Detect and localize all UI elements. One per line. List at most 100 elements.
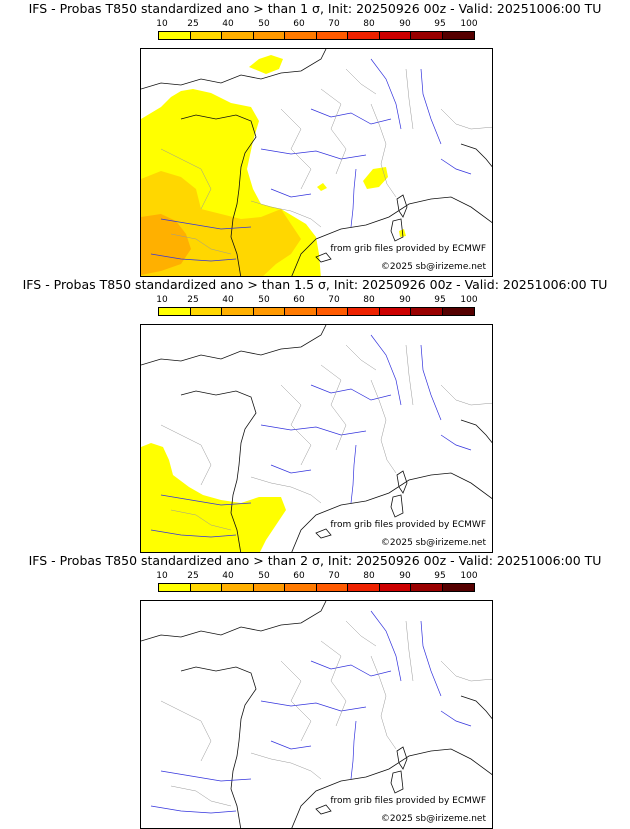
river — [150, 529, 237, 538]
border — [320, 640, 347, 727]
colorbar-segment — [222, 32, 254, 39]
border — [170, 233, 232, 255]
panel-title: IFS - Probas T850 standardized ano > tha… — [28, 1, 602, 16]
colorbar-tick-label: 25 — [187, 19, 199, 29]
border — [320, 364, 347, 451]
colorbar-tick-label: 90 — [399, 19, 411, 29]
river — [440, 434, 472, 451]
river — [370, 610, 402, 682]
colorbar-tick-label: 70 — [328, 295, 340, 305]
colorbar-tick-label: 10 — [156, 295, 168, 305]
probability-map: from grib files provided by ECMWF ©2025 … — [140, 48, 493, 277]
colorbar-tick-label: 50 — [258, 19, 270, 29]
colorbar-segment — [285, 308, 317, 315]
colorbar-tick-label: 60 — [293, 295, 305, 305]
border — [440, 108, 492, 130]
river — [350, 444, 357, 504]
credit-source: from grib files provided by ECMWF — [328, 796, 488, 807]
prob-area-yellow — [141, 443, 286, 552]
colorbar-tick-label: 25 — [187, 295, 199, 305]
coastline — [315, 528, 332, 539]
prob-area-yellow-north — [249, 55, 283, 74]
colorbar-segment — [253, 308, 285, 315]
credit-source: from grib files provided by ECMWF — [328, 520, 488, 531]
border — [440, 384, 492, 406]
panel-2sigma: IFS - Probas T850 standardized ano > tha… — [0, 552, 630, 829]
coastline — [396, 470, 408, 494]
river — [160, 218, 252, 230]
river — [150, 805, 237, 814]
border — [280, 660, 312, 742]
probability-areas — [141, 55, 406, 276]
panel-title: IFS - Probas T850 standardized ano > tha… — [28, 553, 602, 568]
panel-1-5sigma: IFS - Probas T850 standardized ano > tha… — [0, 276, 630, 553]
river — [260, 700, 367, 712]
colorbar-segment — [190, 32, 222, 39]
border — [370, 379, 397, 474]
colorbar-segment — [348, 32, 380, 39]
border — [170, 785, 232, 807]
coastline — [141, 49, 327, 90]
colorbar-tick-label: 70 — [328, 571, 340, 581]
colorbar-segment — [222, 584, 254, 591]
colorbar-segment — [348, 584, 380, 591]
colorbar-segment — [379, 308, 411, 315]
border — [170, 509, 232, 531]
coastline — [291, 472, 492, 552]
credit-copyright: ©2025 sb@irizeme.net — [378, 538, 488, 549]
border — [440, 660, 492, 682]
river — [350, 720, 357, 780]
colorbar-tick-label: 80 — [363, 571, 375, 581]
coastline — [390, 218, 404, 242]
coastline — [141, 325, 327, 366]
prob-area-yellow-dot — [317, 183, 327, 191]
colorbar — [158, 307, 475, 316]
coastline — [390, 494, 404, 518]
colorbar-tick-label: 100 — [460, 295, 478, 305]
colorbar-segment — [411, 32, 443, 39]
river — [370, 334, 402, 406]
colorbar-tick-label: 60 — [293, 19, 305, 29]
border — [320, 88, 347, 175]
border — [345, 620, 377, 647]
credit-copyright: ©2025 sb@irizeme.net — [378, 262, 488, 273]
prob-area-yellow-alps — [363, 167, 388, 189]
coastline — [460, 143, 492, 168]
colorbar-segment — [411, 584, 443, 591]
colorbar-tick-label: 10 — [156, 19, 168, 29]
border — [370, 655, 397, 750]
probability-map: from grib files provided by ECMWF ©2025 … — [140, 324, 493, 553]
colorbar — [158, 31, 475, 40]
colorbar-segment — [442, 308, 474, 315]
colorbar-segment — [411, 308, 443, 315]
colorbar-segment — [253, 32, 285, 39]
colorbar-segment — [159, 32, 191, 39]
border — [280, 384, 312, 466]
colorbar-segment — [285, 584, 317, 591]
panel-title: IFS - Probas T850 standardized ano > tha… — [22, 277, 608, 292]
border — [250, 476, 322, 504]
border — [405, 68, 414, 130]
colorbar-segment — [316, 584, 348, 591]
coastline — [315, 804, 332, 815]
river — [420, 68, 442, 145]
colorbar-tick-label: 25 — [187, 571, 199, 581]
coastline — [291, 748, 492, 828]
river — [270, 740, 312, 750]
colorbar-segment — [379, 584, 411, 591]
coastline — [315, 252, 332, 263]
river — [160, 770, 252, 782]
colorbar-labels: 10 25 40 50 60 70 80 90 95 100 — [156, 19, 478, 29]
coastline — [291, 196, 492, 276]
border — [250, 752, 322, 780]
border — [160, 424, 212, 486]
colorbar — [158, 583, 475, 592]
coastline — [460, 419, 492, 444]
border — [250, 200, 322, 228]
river — [270, 464, 312, 474]
map-base — [141, 601, 492, 828]
map-base — [141, 325, 492, 552]
colorbar-segment — [285, 32, 317, 39]
border — [345, 344, 377, 371]
colorbar-tick-label: 60 — [293, 571, 305, 581]
